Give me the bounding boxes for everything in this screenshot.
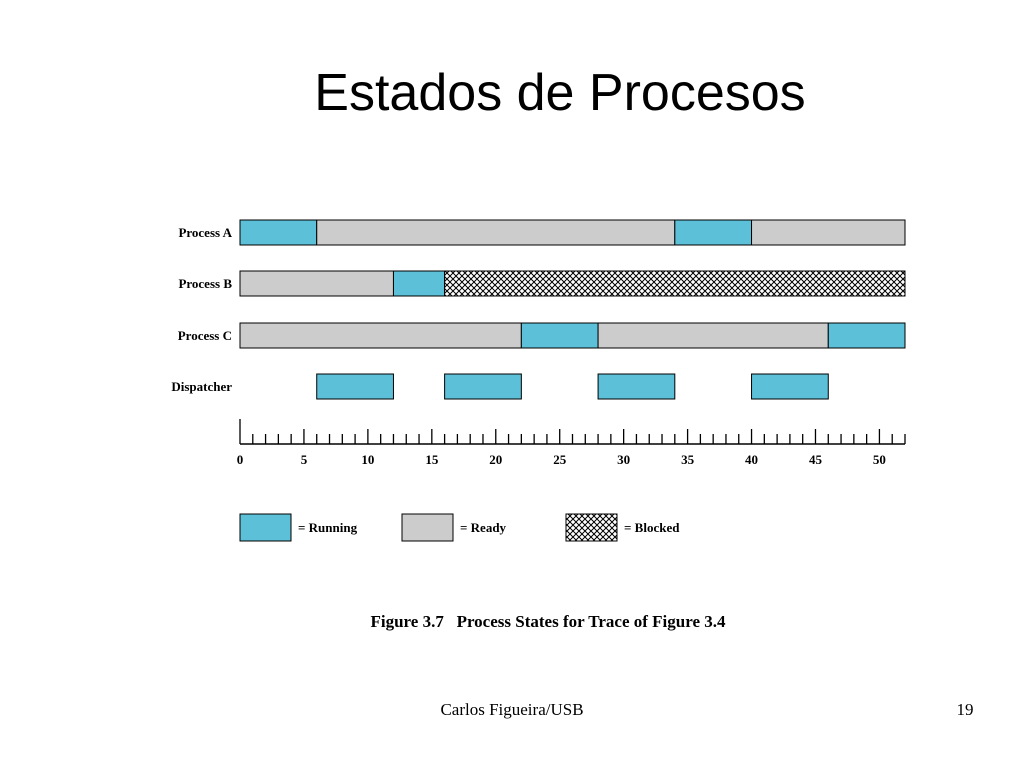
tick-label: 5 <box>301 452 308 467</box>
tick-label: 30 <box>617 452 630 467</box>
footer-author: Carlos Figueira/USB <box>440 700 584 719</box>
figure-caption: Figure 3.7 Process States for Trace of F… <box>370 612 726 631</box>
tick-label: 15 <box>425 452 439 467</box>
tick-label: 20 <box>489 452 502 467</box>
row-label: Process B <box>178 276 232 291</box>
tick-label: 35 <box>681 452 695 467</box>
segment-running <box>444 373 522 400</box>
segment-running <box>674 219 753 246</box>
segment-running <box>316 373 394 400</box>
tick-label: 40 <box>745 452 758 467</box>
segment-ready <box>239 270 394 297</box>
tick-label: 0 <box>237 452 244 467</box>
segment-running <box>520 322 599 349</box>
tick-label: 50 <box>873 452 886 467</box>
tick-label: 25 <box>553 452 567 467</box>
tick-label: 10 <box>361 452 374 467</box>
segment-ready <box>316 219 676 246</box>
legend-label-ready: = Ready <box>460 520 507 535</box>
segment-running <box>239 219 318 246</box>
segment-running <box>392 270 446 297</box>
row-label: Dispatcher <box>171 379 232 394</box>
legend-swatch-running <box>239 513 292 542</box>
segment-blocked <box>444 270 906 297</box>
segment-ready <box>239 322 522 349</box>
segment-running <box>827 322 906 349</box>
row-label: Process A <box>178 225 232 240</box>
chart-rows: Process A Process B Process C Dispatcher <box>171 219 906 400</box>
legend-label-running: = Running <box>298 520 358 535</box>
row-label: Process C <box>178 328 232 343</box>
segment-running <box>597 373 676 400</box>
legend-label-blocked: = Blocked <box>624 520 680 535</box>
segment-running <box>751 373 829 400</box>
tick-label: 45 <box>809 452 823 467</box>
segment-ready <box>597 322 829 349</box>
time-axis: 0 5 10 15 20 25 30 35 40 45 50 <box>237 419 906 467</box>
legend-swatch-ready <box>401 513 454 542</box>
segment-ready <box>751 219 906 246</box>
chart-legend: = Running = Ready = Blocked <box>239 513 680 542</box>
page-number: 19 <box>956 700 974 719</box>
slide-title: Estados de Procesos <box>314 64 806 122</box>
legend-swatch-blocked <box>565 513 618 542</box>
